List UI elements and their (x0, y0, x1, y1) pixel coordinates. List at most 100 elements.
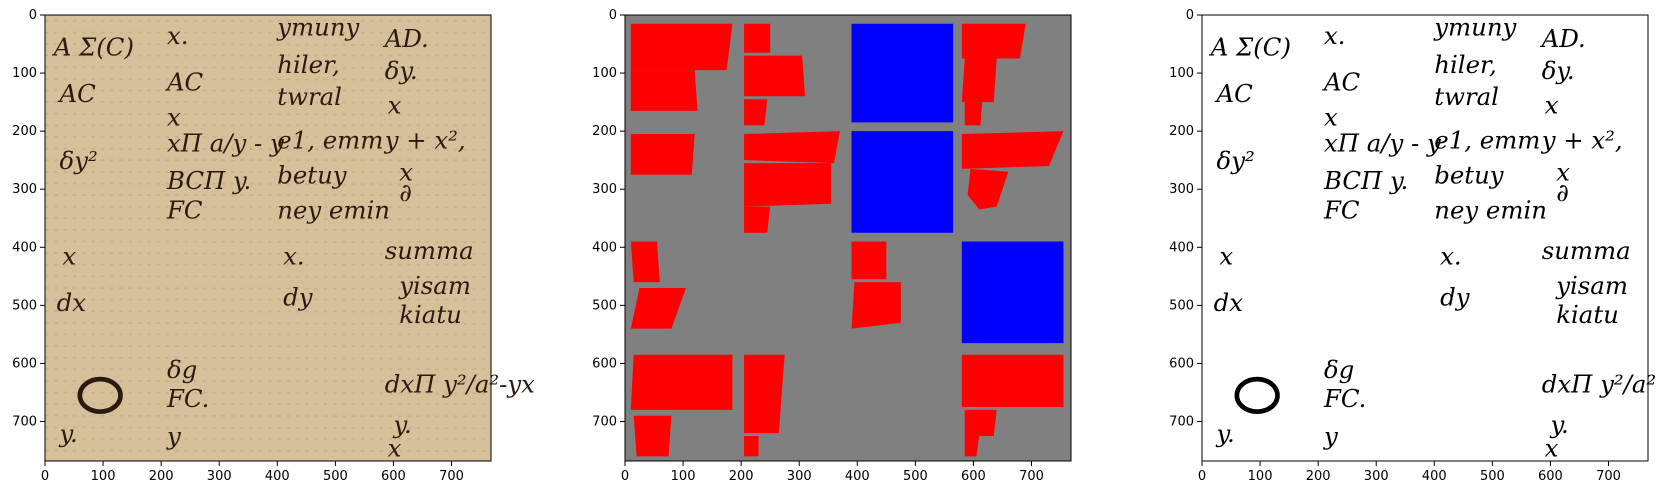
y-tick-label: 200 (12, 124, 37, 139)
handwritten-text: AD. (383, 24, 429, 53)
text-region (964, 409, 997, 437)
y-tick-label: 600 (592, 356, 617, 371)
handwritten-text: AC (58, 79, 97, 108)
binarized-text: yisam (1555, 271, 1628, 300)
binarized-text: y (1323, 422, 1339, 451)
y-tick-label: 400 (1169, 240, 1194, 255)
y-tick-label: 600 (12, 356, 37, 371)
x-tick-label: 400 (265, 469, 290, 484)
handwritten-text: ney emin (277, 195, 390, 224)
handwritten-text: x. (283, 242, 305, 271)
panel-content (630, 23, 1064, 457)
handwritten-text: x. (167, 21, 189, 50)
handwritten-text: AC (165, 67, 204, 96)
y-tick-label: 0 (1186, 8, 1194, 23)
handwritten-text: dx (57, 288, 87, 317)
handwritten-text: hiler, (277, 50, 339, 79)
text-region (630, 23, 733, 71)
x-tick-label: 600 (961, 469, 986, 484)
x-tick-label: 300 (787, 469, 812, 484)
text-region (851, 241, 887, 280)
handwritten-text: ymuny (276, 12, 360, 41)
y-tick-label: 100 (592, 66, 617, 81)
handwritten-text: y. (392, 410, 411, 439)
handwritten-text: e1, emm (277, 126, 383, 155)
handwritten-text: δy² (60, 146, 98, 175)
bleed-through-line (44, 136, 492, 139)
figure-region (961, 241, 1064, 344)
binarized-text: FC (1323, 195, 1360, 224)
binarized-text: y. (1216, 419, 1235, 448)
binarized-text: ney emin (1434, 195, 1547, 224)
ink-blot (77, 376, 123, 414)
handwritten-text: ∂ (399, 178, 412, 207)
y-tick-label: 0 (29, 8, 37, 23)
x-tick-label: 500 (323, 469, 348, 484)
handwritten-text: twral (277, 82, 342, 111)
binarized-text: FC. (1323, 384, 1366, 413)
binarized-text: kiatu (1556, 300, 1619, 329)
x-tick-label: 200 (149, 469, 174, 484)
binarized-text: summa (1542, 236, 1631, 265)
bleed-through-line (44, 217, 492, 221)
text-region (961, 131, 1064, 169)
binarized-text: AC (1322, 67, 1361, 96)
x-tick-label: 700 (1019, 469, 1044, 484)
x-tick-label: 100 (671, 469, 696, 484)
handwritten-text: y. (59, 419, 78, 448)
panel-frame (624, 14, 1072, 462)
y-tick-label: 300 (1169, 182, 1194, 197)
bleed-through-line (44, 240, 492, 243)
text-region (851, 282, 901, 329)
y-tick-label: 300 (12, 182, 37, 197)
handwritten-text: FC. (166, 384, 209, 413)
y-tick-label: 500 (12, 298, 37, 313)
text-region (961, 23, 1026, 59)
binarized-text: y + x², (1541, 126, 1623, 155)
x-tick-label: 0 (41, 469, 49, 484)
binarized-ink-blot (1234, 376, 1280, 414)
text-region (744, 392, 782, 434)
binarized-text: x (1219, 242, 1233, 271)
binarized-text: dy (1440, 282, 1471, 311)
binarized-text: δy² (1217, 146, 1255, 175)
x-tick-label: 400 (845, 469, 870, 484)
binarized-text: ymuny (1433, 12, 1517, 41)
binarized-text: δg (1324, 355, 1354, 384)
x-tick-label: 100 (91, 469, 116, 484)
y-tick-label: 100 (1169, 66, 1194, 81)
handwritten-text: y (166, 422, 182, 451)
binarized-text: dx (1214, 288, 1244, 317)
binarized-text: A Σ(C) (1209, 33, 1291, 62)
handwritten-text: y + x², (384, 126, 466, 155)
x-tick-label: 700 (439, 469, 464, 484)
x-tick-label: 0 (1198, 469, 1206, 484)
binarized-text: AD. (1540, 24, 1586, 53)
text-region (744, 23, 771, 53)
bleed-through-line (44, 66, 492, 69)
handwritten-text: FC (166, 195, 203, 224)
binarized-text: y. (1549, 410, 1568, 439)
bleed-through-line (44, 147, 492, 151)
bleed-through-line (44, 182, 492, 186)
handwritten-text: x (388, 433, 402, 462)
x-tick-label: 200 (1306, 469, 1331, 484)
y-tick-label: 700 (1169, 415, 1194, 430)
x-tick-label: 400 (1422, 469, 1447, 484)
handwritten-text: xΠ a/y - y (167, 128, 285, 157)
figure-region (851, 131, 954, 233)
y-tick-label: 700 (592, 415, 617, 430)
y-tick-label: 300 (592, 182, 617, 197)
binarized-text: betuy (1434, 160, 1505, 189)
text-region (964, 102, 983, 126)
bleed-through-line (44, 449, 492, 452)
text-region (961, 58, 997, 103)
y-tick-label: 100 (12, 66, 37, 81)
text-region (967, 168, 1009, 210)
binarized-text: xΠ a/y - y (1324, 128, 1442, 157)
bleed-through-line (44, 31, 492, 34)
